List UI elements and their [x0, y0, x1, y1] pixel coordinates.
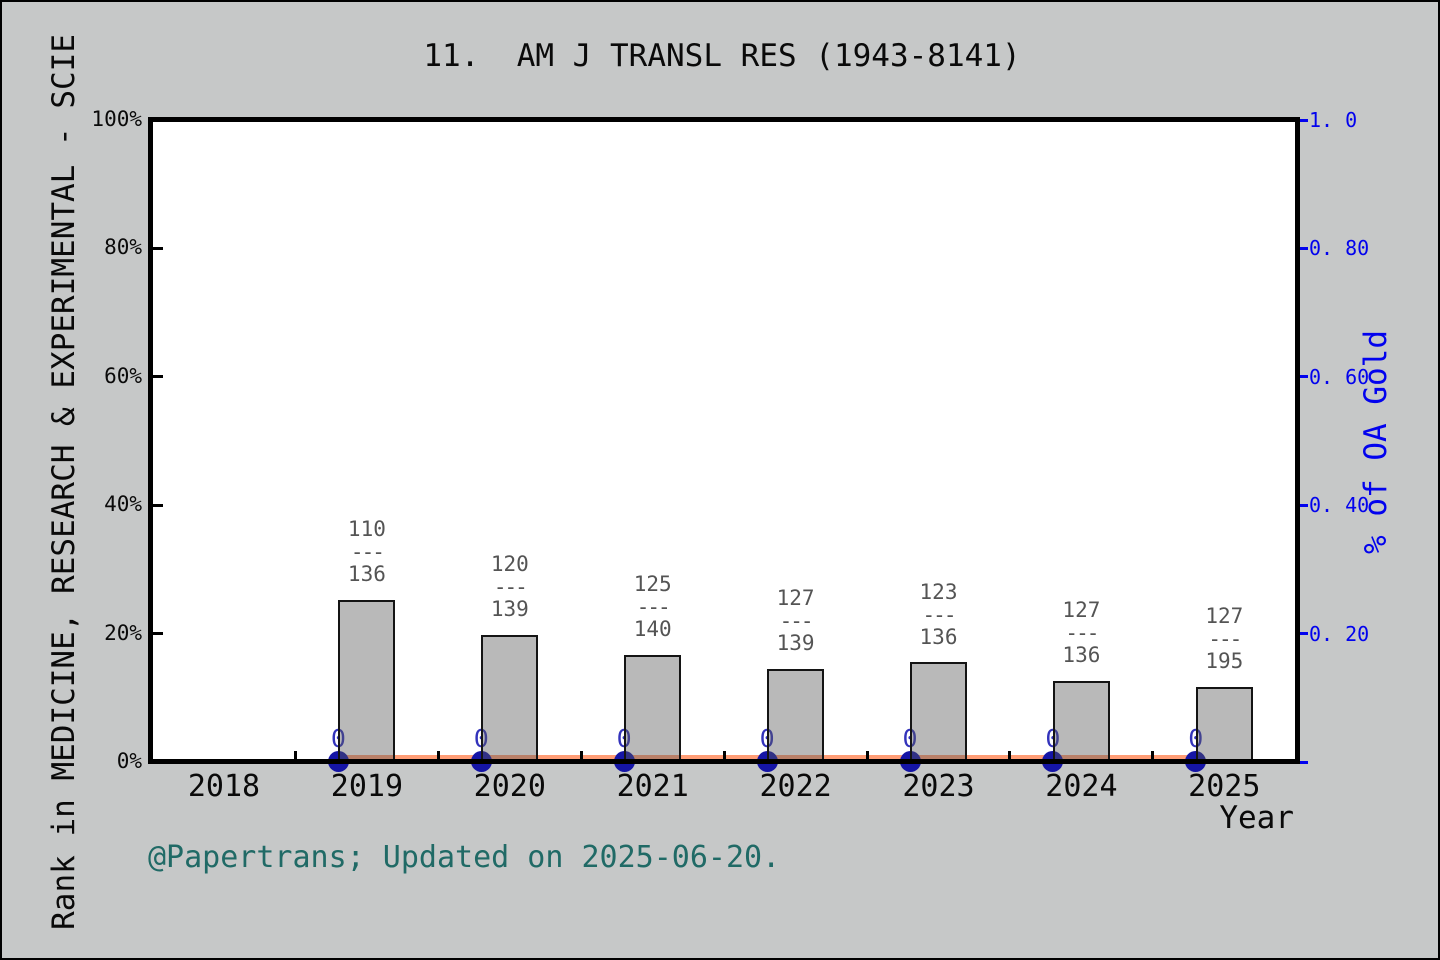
- right-axis-line: [1295, 117, 1300, 764]
- x-axis-label: Year: [1219, 800, 1294, 836]
- x-minor-tick: [436, 751, 440, 760]
- x-tick-label-2018: 2018: [187, 769, 261, 804]
- x-tick-label-2023: 2023: [902, 769, 975, 804]
- right-tick: [1300, 246, 1308, 250]
- right-tick: [1300, 503, 1308, 507]
- left-tick: [153, 503, 163, 507]
- x-minor-tick: [293, 751, 297, 760]
- fraction-dash-2019: ---: [350, 540, 385, 565]
- left-tick-label-40%: 40%: [104, 492, 142, 517]
- fraction-den-2025: 195: [1205, 648, 1244, 673]
- x-minor-tick: [865, 751, 869, 760]
- left-tick-label-80%: 80%: [104, 235, 142, 260]
- right-tick: [1300, 375, 1308, 379]
- left-tick: [153, 632, 163, 636]
- rank-fraction-2023: 123 --- 136: [884, 579, 994, 651]
- left-tick-label-60%: 60%: [104, 363, 142, 388]
- fraction-den-2020: 139: [490, 596, 529, 621]
- fraction-num-2024: 127: [1062, 598, 1101, 623]
- fraction-num-2020: 120: [490, 551, 529, 576]
- rank-fraction-2024: 127 --- 136: [1026, 597, 1136, 669]
- fraction-dash-2021: ---: [636, 594, 671, 619]
- plot-area: [150, 120, 1297, 762]
- x-tick-label-2022: 2022: [759, 769, 832, 804]
- fraction-num-2022: 127: [776, 585, 815, 610]
- fraction-num-2021: 125: [633, 571, 672, 596]
- rank-bar-2022: [767, 668, 825, 762]
- fraction-dash-2020: ---: [493, 574, 528, 599]
- fraction-num-2025: 127: [1205, 603, 1244, 628]
- right-tick: [1300, 118, 1308, 122]
- x-tick-label-2024: 2024: [1045, 769, 1118, 804]
- rank-fraction-2025: 127 --- 195: [1169, 603, 1279, 675]
- x-tick-label-2021: 2021: [616, 769, 689, 804]
- rank-fraction-2019: 110 --- 136: [312, 516, 422, 588]
- plot-border-top: [148, 117, 1300, 122]
- footer-credit: @Papertrans; Updated on 2025-06-20.: [148, 840, 781, 875]
- rank-fraction-2022: 127 --- 139: [741, 585, 851, 657]
- left-tick-label-100%: 100%: [91, 107, 142, 131]
- x-tick-label-2020: 2020: [473, 769, 546, 804]
- right-tick-label-0. 80: 0. 80: [1309, 236, 1370, 261]
- rank-fraction-2020: 120 --- 139: [455, 551, 565, 623]
- rank-fraction-2021: 125 --- 140: [598, 571, 708, 643]
- left-axis-line: [148, 117, 153, 764]
- x-tick-label-2019: 2019: [330, 769, 404, 804]
- fraction-dash-2022: ---: [779, 608, 814, 633]
- fraction-den-2023: 136: [919, 624, 958, 649]
- left-axis-label: Rank in MEDICINE, RESEARCH & EXPERIMENTA…: [46, 34, 82, 930]
- rank-bar-2024: [1052, 681, 1110, 762]
- fraction-den-2022: 139: [776, 630, 815, 655]
- right-axis-label: % of OA Gold: [1358, 330, 1394, 554]
- right-tick: [1300, 760, 1308, 764]
- rank-bar-2023: [910, 662, 967, 762]
- right-tick-label-0. 20: 0. 20: [1309, 621, 1370, 646]
- rank-bar-2021: [624, 654, 682, 762]
- right-tick-label-0. 40: 0. 40: [1309, 493, 1370, 518]
- right-tick-label-0. 60: 0. 60: [1309, 364, 1370, 389]
- x-minor-tick: [579, 751, 583, 760]
- x-minor-tick: [1151, 751, 1155, 760]
- fraction-den-2024: 136: [1062, 643, 1101, 668]
- right-tick-label-1. 0: 1. 0: [1309, 108, 1358, 132]
- left-tick: [153, 375, 163, 379]
- rank-bar-2019: [338, 600, 396, 762]
- fraction-dash-2025: ---: [1208, 626, 1242, 651]
- fraction-den-2021: 140: [633, 616, 672, 641]
- left-tick: [153, 246, 163, 250]
- left-tick-label-20%: 20%: [104, 620, 142, 645]
- x-axis-line: [148, 759, 1300, 764]
- fraction-dash-2023: ---: [922, 602, 957, 627]
- chart-title: 11. AM J TRANSL RES (1943-8141): [423, 38, 1021, 74]
- right-tick: [1300, 632, 1308, 636]
- fraction-num-2019: 110: [347, 517, 386, 542]
- fraction-den-2019: 136: [347, 562, 386, 587]
- x-minor-tick: [722, 751, 726, 760]
- fraction-num-2023: 123: [919, 579, 958, 604]
- left-tick-label-0%: 0%: [116, 749, 142, 773]
- x-tick-label-2025: 2025: [1188, 769, 1261, 804]
- x-minor-tick: [1008, 751, 1012, 760]
- fraction-dash-2024: ---: [1065, 621, 1099, 646]
- rank-bar-2020: [481, 634, 539, 762]
- rank-bar-2025: [1195, 686, 1253, 762]
